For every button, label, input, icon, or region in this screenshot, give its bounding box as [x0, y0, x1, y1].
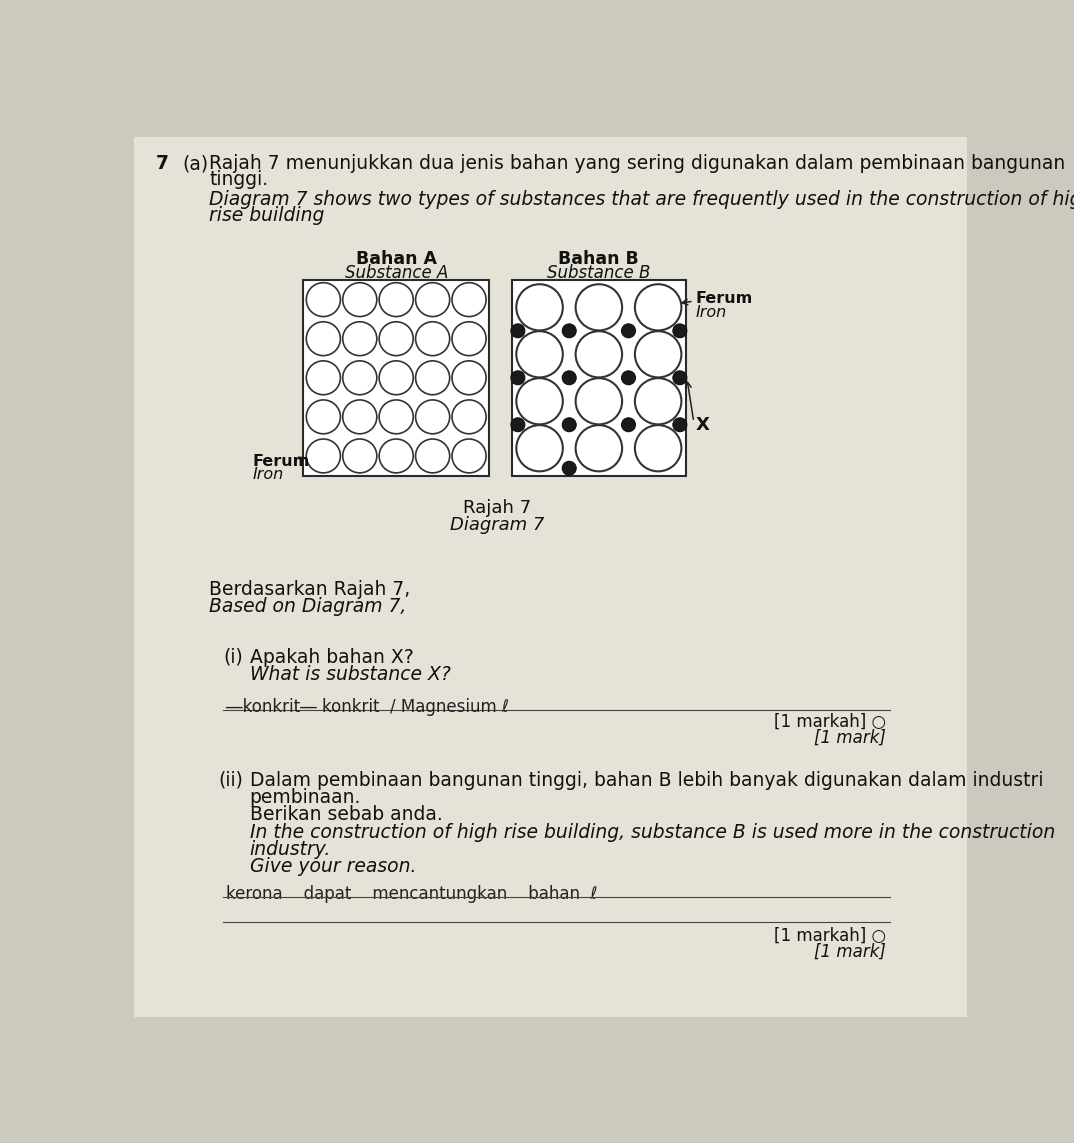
Text: (a): (a)	[183, 154, 208, 173]
Text: Diagram 7 shows two types of substances that are frequently used in the construc: Diagram 7 shows two types of substances …	[209, 190, 1074, 208]
Text: Ferum: Ferum	[252, 454, 310, 469]
Text: Based on Diagram 7,: Based on Diagram 7,	[209, 597, 407, 616]
Text: ―konkrit― konkrit  / Magnesium ℓ: ―konkrit― konkrit / Magnesium ℓ	[227, 697, 509, 716]
Circle shape	[452, 322, 487, 355]
Circle shape	[343, 361, 377, 394]
Text: Iron: Iron	[695, 305, 727, 320]
Text: kerona    dapat    mencantungkan    bahan  ℓ: kerona dapat mencantungkan bahan ℓ	[227, 885, 598, 903]
Circle shape	[379, 282, 413, 317]
Bar	[511, 280, 686, 475]
Text: Dalam pembinaan bangunan tinggi, bahan B lebih banyak digunakan dalam industri: Dalam pembinaan bangunan tinggi, bahan B…	[250, 770, 1043, 790]
Text: Give your reason.: Give your reason.	[250, 857, 417, 877]
Text: [1 mark]: [1 mark]	[814, 943, 886, 960]
Circle shape	[343, 439, 377, 473]
Circle shape	[416, 361, 450, 394]
Circle shape	[379, 439, 413, 473]
Circle shape	[576, 331, 622, 377]
Text: Substance B: Substance B	[547, 264, 651, 282]
Circle shape	[416, 400, 450, 434]
Text: Rajah 7: Rajah 7	[464, 499, 532, 517]
Circle shape	[416, 322, 450, 355]
Circle shape	[343, 282, 377, 317]
Circle shape	[563, 323, 576, 337]
Circle shape	[622, 323, 636, 337]
Circle shape	[306, 282, 340, 317]
Circle shape	[517, 285, 563, 330]
Circle shape	[622, 418, 636, 432]
Circle shape	[511, 323, 525, 337]
Text: Ferum: Ferum	[695, 291, 753, 306]
Circle shape	[576, 378, 622, 424]
Circle shape	[673, 418, 687, 432]
Circle shape	[635, 331, 681, 377]
Circle shape	[452, 282, 487, 317]
Text: [1 markah] ○: [1 markah] ○	[774, 927, 886, 945]
Circle shape	[563, 418, 576, 432]
Circle shape	[517, 378, 563, 424]
Circle shape	[673, 370, 687, 385]
Text: Rajah 7 menunjukkan dua jenis bahan yang sering digunakan dalam pembinaan bangun: Rajah 7 menunjukkan dua jenis bahan yang…	[209, 154, 1065, 173]
Circle shape	[379, 400, 413, 434]
Circle shape	[452, 361, 487, 394]
Circle shape	[343, 400, 377, 434]
Text: X: X	[696, 416, 710, 434]
Text: Berikan sebab anda.: Berikan sebab anda.	[250, 805, 442, 824]
Circle shape	[576, 285, 622, 330]
Text: tinggi.: tinggi.	[209, 170, 268, 190]
Text: Berdasarkan Rajah 7,: Berdasarkan Rajah 7,	[209, 580, 410, 599]
Circle shape	[306, 400, 340, 434]
Circle shape	[306, 322, 340, 355]
Circle shape	[452, 439, 487, 473]
Text: [1 markah] ○: [1 markah] ○	[774, 713, 886, 732]
Text: (ii): (ii)	[219, 770, 244, 790]
Circle shape	[379, 361, 413, 394]
Circle shape	[635, 285, 681, 330]
Circle shape	[622, 370, 636, 385]
Text: What is substance X?: What is substance X?	[250, 664, 451, 684]
Circle shape	[343, 322, 377, 355]
Bar	[303, 280, 489, 475]
Text: Iron: Iron	[252, 467, 285, 482]
Text: Diagram 7: Diagram 7	[450, 515, 545, 534]
Circle shape	[306, 439, 340, 473]
Circle shape	[563, 462, 576, 475]
Circle shape	[511, 418, 525, 432]
Text: Apakah bahan X?: Apakah bahan X?	[250, 648, 413, 666]
Text: In the construction of high rise building, substance B is used more in the const: In the construction of high rise buildin…	[250, 823, 1055, 842]
Circle shape	[635, 425, 681, 471]
Text: industry.: industry.	[250, 840, 331, 860]
Circle shape	[452, 400, 487, 434]
Circle shape	[416, 439, 450, 473]
Text: Bahan A: Bahan A	[355, 250, 437, 269]
Text: Bahan B: Bahan B	[558, 250, 639, 269]
Circle shape	[563, 370, 576, 385]
Circle shape	[517, 331, 563, 377]
Text: pembinaan.: pembinaan.	[250, 788, 361, 807]
Circle shape	[673, 323, 687, 337]
Text: [1 mark]: [1 mark]	[814, 728, 886, 746]
Circle shape	[511, 370, 525, 385]
Circle shape	[416, 282, 450, 317]
Circle shape	[576, 425, 622, 471]
Text: 7: 7	[156, 154, 169, 173]
Circle shape	[379, 322, 413, 355]
Circle shape	[635, 378, 681, 424]
Circle shape	[306, 361, 340, 394]
Text: Substance A: Substance A	[345, 264, 448, 282]
Circle shape	[517, 425, 563, 471]
Text: rise building: rise building	[209, 206, 324, 225]
Text: (i): (i)	[223, 648, 243, 666]
